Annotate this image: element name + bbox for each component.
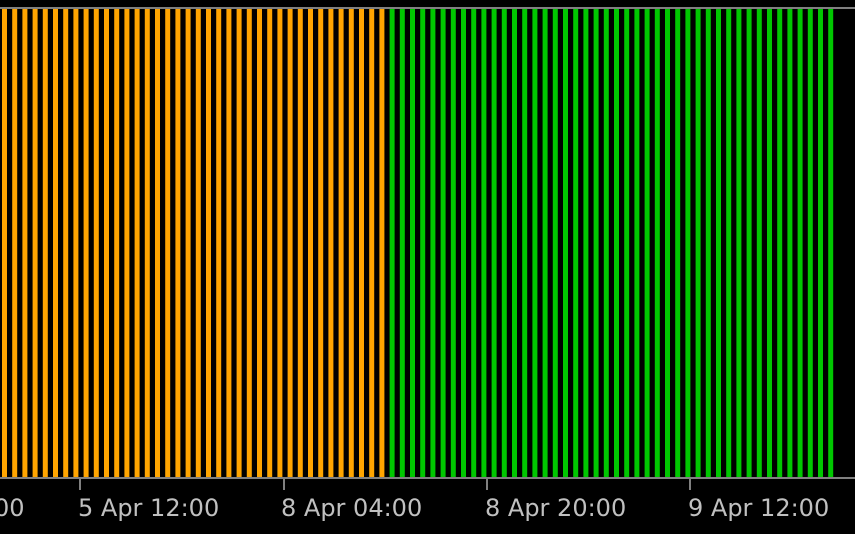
x-tick-label: 5 Apr 12:00 — [78, 494, 219, 522]
bar — [675, 9, 681, 477]
bar — [818, 9, 823, 477]
bar — [175, 9, 181, 477]
bar — [512, 9, 517, 477]
bar — [63, 9, 69, 477]
bar — [532, 9, 538, 477]
bar — [267, 9, 273, 477]
bar — [828, 9, 834, 477]
bar — [53, 9, 58, 477]
bar — [277, 9, 283, 477]
bar — [573, 9, 579, 477]
bar — [593, 9, 599, 477]
bar — [644, 9, 650, 477]
bar — [318, 9, 324, 477]
bar — [440, 9, 446, 477]
bar — [195, 9, 201, 477]
bar — [430, 9, 436, 477]
bar — [624, 9, 630, 477]
bar — [104, 9, 109, 477]
bar — [144, 9, 150, 477]
bar — [114, 9, 120, 477]
bar — [746, 9, 752, 477]
bar — [767, 9, 772, 477]
bar — [685, 9, 691, 477]
bar — [552, 9, 558, 477]
bar — [563, 9, 568, 477]
bar — [583, 9, 589, 477]
bar — [807, 9, 813, 477]
bar — [654, 9, 660, 477]
bar — [165, 9, 171, 477]
bar — [542, 9, 548, 477]
bar — [124, 9, 130, 477]
bars — [2, 9, 834, 477]
bar — [614, 9, 619, 477]
bar — [185, 9, 191, 477]
bar — [399, 9, 405, 477]
bar — [73, 9, 79, 477]
x-tick-labels: 00 5 Apr 12:00 8 Apr 04:00 8 Apr 20:00 9… — [0, 494, 829, 522]
bar — [287, 9, 293, 477]
bar — [83, 9, 89, 477]
bar — [756, 9, 762, 477]
bar — [522, 9, 528, 477]
bar — [359, 9, 364, 477]
x-tick-label: 8 Apr 04:00 — [281, 494, 422, 522]
bar — [328, 9, 334, 477]
bar — [787, 9, 793, 477]
bar — [705, 9, 711, 477]
bar — [338, 9, 344, 477]
bar — [216, 9, 222, 477]
bar — [369, 9, 375, 477]
bar — [257, 9, 262, 477]
bar — [603, 9, 609, 477]
bar — [461, 9, 466, 477]
x-tick-label: 8 Apr 20:00 — [485, 494, 626, 522]
bar — [471, 9, 477, 477]
bar — [226, 9, 232, 477]
bar — [450, 9, 456, 477]
bar — [777, 9, 783, 477]
x-tick-label: 00 — [0, 494, 25, 522]
x-tick-label: 9 Apr 12:00 — [688, 494, 829, 522]
bar — [236, 9, 242, 477]
bar — [134, 9, 140, 477]
bar — [93, 9, 99, 477]
bar — [716, 9, 721, 477]
bar — [420, 9, 426, 477]
bar — [481, 9, 487, 477]
bar — [379, 9, 385, 477]
x-ticks — [79, 478, 691, 490]
bar — [665, 9, 670, 477]
bar — [155, 9, 160, 477]
bar — [22, 9, 28, 477]
bar — [491, 9, 497, 477]
bar — [246, 9, 252, 477]
bar — [348, 9, 354, 477]
bar — [501, 9, 507, 477]
bar — [2, 9, 7, 477]
bar — [726, 9, 732, 477]
bar — [297, 9, 303, 477]
bar — [695, 9, 701, 477]
bar — [308, 9, 313, 477]
bar — [32, 9, 38, 477]
bar — [797, 9, 803, 477]
bar — [12, 9, 18, 477]
bar — [206, 9, 211, 477]
bar — [410, 9, 415, 477]
bar — [736, 9, 742, 477]
bar — [42, 9, 48, 477]
bar — [389, 9, 395, 477]
bar — [634, 9, 640, 477]
